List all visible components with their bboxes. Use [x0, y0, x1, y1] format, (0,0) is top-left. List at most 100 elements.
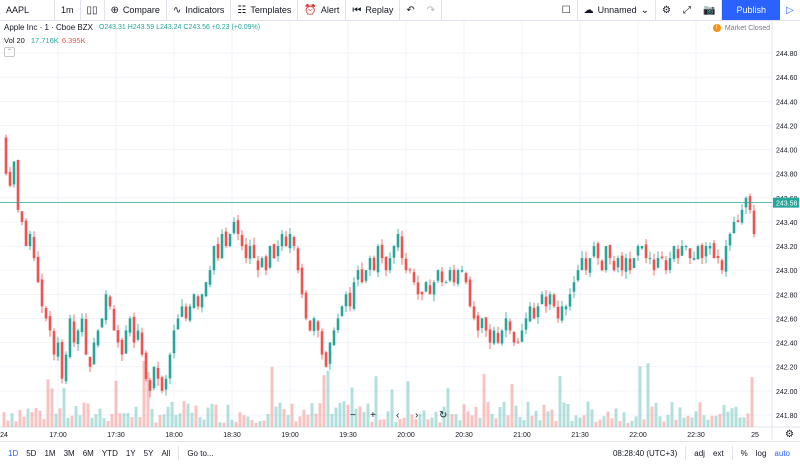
range-5y[interactable]: 5Y — [143, 448, 154, 458]
volume-bar — [286, 415, 290, 427]
volume-bar — [466, 411, 470, 427]
price-chart[interactable]: 244.80 244.60 244.40 244.20 244.00 243.80 243.… — [0, 21, 800, 440]
zoom-in-button[interactable]: + — [370, 410, 376, 421]
volume-bar — [742, 417, 746, 427]
interval-button[interactable]: 1m — [55, 0, 81, 20]
warning-icon: ! — [712, 24, 721, 32]
volume-bar — [162, 414, 166, 427]
range-3m[interactable]: 3M — [63, 448, 75, 458]
candle-body — [56, 342, 60, 357]
candle-body — [176, 318, 180, 330]
volume-bar — [326, 370, 330, 427]
redo-icon: ↷ — [426, 4, 436, 16]
range-ytd[interactable]: YTD — [101, 448, 118, 458]
symbol-search[interactable]: AAPL — [0, 0, 55, 20]
chart-settings-gear-icon[interactable]: ⚙ — [785, 429, 794, 440]
log-toggle[interactable]: log — [755, 448, 767, 458]
undo-button[interactable]: ↶ — [400, 0, 420, 20]
replay-button[interactable]: ⏮ Replay — [346, 0, 401, 20]
candle-body — [44, 308, 48, 319]
volume-bar — [394, 422, 398, 427]
candle-body — [12, 161, 16, 185]
volume-bar — [566, 403, 570, 427]
goto-button[interactable]: Go to... — [187, 448, 214, 458]
candle-body — [704, 246, 708, 257]
range-1d[interactable]: 1D — [8, 448, 19, 458]
candle-body — [400, 236, 404, 259]
snapshot-button[interactable]: 📷 — [697, 0, 723, 20]
candle-body — [480, 318, 484, 328]
volume-bar — [494, 418, 498, 427]
volume-bar — [442, 406, 446, 427]
candle-body — [136, 330, 140, 340]
current-price-tag — [773, 197, 799, 208]
clock-label[interactable]: 08:28:40 (UTC+3) — [612, 448, 678, 458]
alert-button[interactable]: ⏰ Alert — [298, 0, 347, 20]
volume-bar — [210, 403, 214, 427]
scroll-right-button[interactable]: › — [415, 410, 419, 421]
reset-chart-button[interactable]: ↻ — [439, 410, 448, 421]
volume-bar — [238, 412, 242, 427]
candle-body — [584, 258, 588, 271]
candle-body — [16, 160, 20, 210]
volume-bar — [186, 403, 190, 427]
volume-bar — [274, 406, 278, 427]
percent-toggle[interactable]: % — [740, 448, 748, 458]
indicators-button[interactable]: ∿ Indicators — [167, 0, 232, 20]
range-5d[interactable]: 5D — [26, 448, 37, 458]
zoom-out-button[interactable]: − — [350, 410, 356, 421]
publish-button[interactable]: Publish — [722, 0, 780, 20]
volume-bar — [402, 417, 406, 427]
candle-body — [748, 196, 752, 210]
redo-button[interactable]: ↷ — [421, 0, 443, 20]
volume-bar — [134, 406, 138, 427]
volume-bar — [658, 416, 662, 427]
candles-icon: ▯▯ — [86, 4, 98, 16]
candle-body — [576, 270, 580, 281]
compare-button[interactable]: ⊕ Compare — [105, 0, 167, 20]
candle-body — [444, 282, 448, 284]
chart-area[interactable]: 244.80 244.60 244.40 244.20 244.00 243.80 243.… — [0, 21, 800, 440]
candle-body — [144, 352, 148, 379]
scroll-left-button[interactable]: ‹ — [396, 410, 400, 421]
volume-bar — [686, 415, 690, 427]
legend-collapse-button[interactable]: ⌃ — [4, 47, 15, 57]
select-layout-checkbox[interactable]: ☐ — [556, 0, 578, 20]
range-all[interactable]: All — [161, 448, 171, 458]
chart-style-button[interactable]: ▯▯ — [81, 0, 105, 20]
volume-bar — [66, 417, 70, 427]
volume-bar — [206, 407, 210, 427]
candle-body — [740, 209, 744, 223]
range-1m[interactable]: 1M — [44, 448, 56, 458]
candle-body — [256, 260, 260, 271]
templates-button[interactable]: ☷ Templates — [231, 0, 299, 20]
candle-body — [380, 244, 384, 259]
time-tick-label: 21:30 — [571, 432, 589, 439]
auto-toggle[interactable]: auto — [774, 448, 790, 458]
price-tick-label: 244.40 — [776, 99, 798, 106]
adj-toggle[interactable]: adj — [694, 448, 705, 458]
date-ranges: 1D 5D 1M 3M 6M YTD 1Y 5Y All — [0, 449, 174, 458]
market-status[interactable]: ! Market Closed — [712, 24, 770, 32]
candle-body — [296, 248, 300, 271]
range-1y[interactable]: 1Y — [125, 448, 136, 458]
candle-body — [92, 342, 96, 365]
candle-body — [28, 234, 32, 247]
layout-name-button[interactable]: ☁ Unnamed ⌄ — [578, 0, 657, 20]
price-tick-label: 242.00 — [776, 389, 798, 396]
volume-bar — [542, 404, 546, 427]
divider — [731, 446, 733, 460]
gear-icon: ⚙ — [662, 4, 672, 16]
volume-bar — [106, 421, 110, 427]
volume-bar — [506, 415, 510, 427]
volume-bar — [6, 420, 10, 427]
volume-bar — [34, 408, 38, 427]
range-6m[interactable]: 6M — [82, 448, 94, 458]
candle-body — [164, 378, 168, 390]
settings-button[interactable]: ⚙ — [656, 0, 677, 20]
candle-body — [592, 246, 596, 257]
ext-toggle[interactable]: ext — [712, 448, 724, 458]
publish-menu-button[interactable]: ▷ — [780, 0, 800, 20]
candle-body — [356, 270, 360, 280]
fullscreen-button[interactable]: ⤢ — [677, 0, 697, 20]
